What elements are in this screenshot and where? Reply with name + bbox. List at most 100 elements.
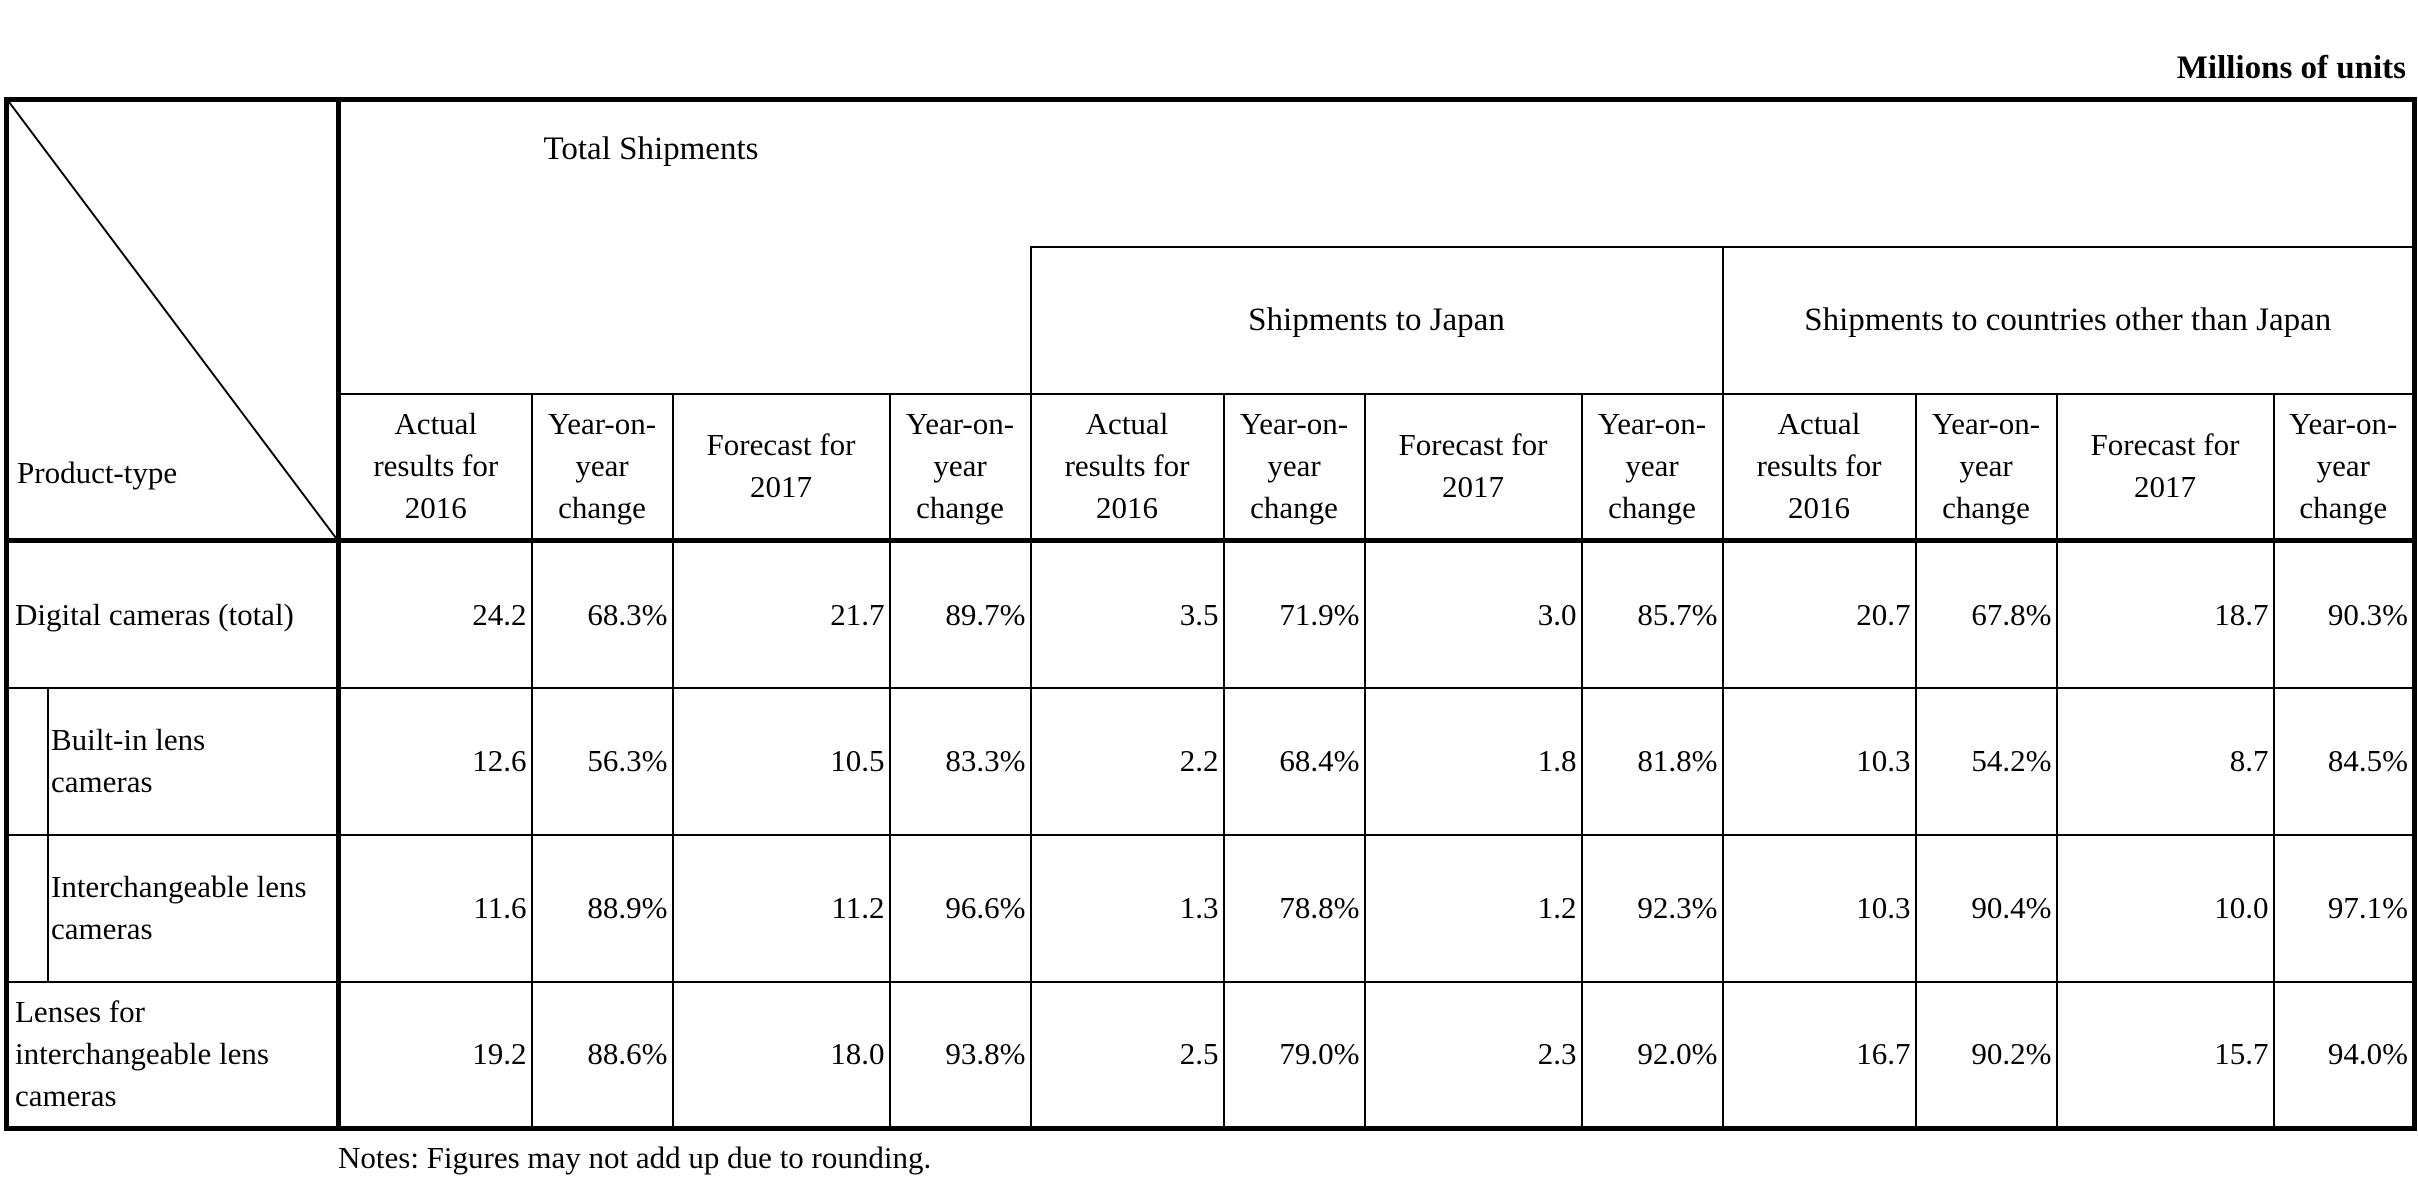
table-cell: 56.3% [530, 686, 674, 836]
japan-band: Shipments to Japan [1029, 245, 1724, 395]
row-label: Digital cameras (total) [5, 539, 341, 689]
col-header-line: year [933, 448, 987, 484]
table-cell: 1.2 [1363, 833, 1583, 983]
table-cell: 85.7% [1580, 539, 1724, 689]
table-cell: 68.4% [1222, 686, 1366, 836]
table-cell: 10.3 [1721, 686, 1917, 836]
col-header-line: 2017 [1442, 469, 1504, 505]
row-label: Built-in lens cameras [5, 686, 341, 836]
table-cell: 83.3% [888, 686, 1032, 836]
col-header-line: change [1942, 490, 2030, 526]
table-cell: 24.2 [337, 539, 533, 689]
table-cell: 96.6% [888, 833, 1032, 983]
col-header-line: change [1608, 490, 1696, 526]
indent-rule [47, 686, 49, 836]
table-cell: 8.7 [2055, 686, 2275, 836]
table-cell: 78.8% [1222, 833, 1366, 983]
table-cell: 90.4% [1914, 833, 2058, 983]
col-header-line: Year-on- [2289, 406, 2398, 442]
row-label-line: cameras [15, 1078, 117, 1114]
col-header-line: results for [1756, 448, 1882, 484]
col-header-line: results for [373, 448, 499, 484]
col-header-line: Year-on- [1597, 406, 1707, 442]
table-cell: 89.7% [888, 539, 1032, 689]
col-header-line: 2016 [1788, 490, 1850, 526]
col-header-line: Forecast for [1398, 427, 1548, 463]
col-header-total-forecast: Forecast for 2017 [671, 392, 891, 543]
col-header-line: Actual [1777, 406, 1861, 442]
table-cell: 10.3 [1721, 833, 1917, 983]
table-cell: 88.6% [530, 980, 674, 1130]
table-cell: 10.0 [2055, 833, 2275, 983]
row-label-line: Lenses for [15, 994, 145, 1030]
table-row: Digital cameras (total) 24.2 68.3% 21.7 89.7… [5, 539, 2416, 689]
col-header-line: year [2316, 448, 2370, 484]
table-row: Lenses for interchangeable lens cameras 19.… [5, 980, 2416, 1130]
table-cell: 18.0 [671, 980, 891, 1130]
table-cell: 3.0 [1363, 539, 1583, 689]
table-cell: 71.9% [1222, 539, 1366, 689]
diagonal-divider [9, 102, 336, 538]
col-header-other-forecast: Forecast for 2017 [2055, 392, 2275, 543]
col-header-line: year [1267, 448, 1321, 484]
table-cell: 90.2% [1914, 980, 2058, 1130]
shipments-table: Product-type Total Shipments Shipments t… [4, 97, 2417, 1131]
col-header-line: year [1959, 448, 2013, 484]
col-header-japan-yoy-forecast: Year-on-year change [1580, 392, 1724, 543]
table-cell: 92.0% [1580, 980, 1724, 1130]
col-header-line: year [575, 448, 629, 484]
corner-header: Product-type [5, 98, 341, 543]
table-cell: 1.3 [1029, 833, 1225, 983]
table-cell: 84.5% [2272, 686, 2416, 836]
table-cell: 90.3% [2272, 539, 2416, 689]
col-header-line: Year-on- [547, 406, 657, 442]
table-cell: 20.7 [1721, 539, 1917, 689]
table-cell: 92.3% [1580, 833, 1724, 983]
table-cell: 21.7 [671, 539, 891, 689]
row-label: Lenses for interchangeable lens cameras [5, 980, 341, 1130]
col-header-line: 2016 [404, 490, 467, 526]
row-label-line: Digital cameras (total) [15, 596, 294, 632]
table-cell: 97.1% [2272, 833, 2416, 983]
col-header-total-actual: Actual results for 2016 [337, 392, 533, 543]
table-body: Digital cameras (total) 24.2 68.3% 21.7 89.7… [5, 539, 2416, 1130]
col-header-line: Actual [394, 406, 478, 442]
table-cell: 1.8 [1363, 686, 1583, 836]
table-cell: 2.2 [1029, 686, 1225, 836]
row-label-line: cameras [51, 911, 153, 946]
row-label-line: Interchangeable lens [51, 869, 307, 904]
table-cell: 12.6 [337, 686, 533, 836]
table-cell: 18.7 [2055, 539, 2275, 689]
row-label-line: interchangeable lens [15, 1036, 269, 1072]
table-cell: 11.2 [671, 833, 891, 983]
col-header-japan-actual: Actual results for 2016 [1029, 392, 1225, 543]
table-cell: 10.5 [671, 686, 891, 836]
col-header-line: change [2299, 490, 2388, 526]
col-header-line: 2017 [750, 469, 812, 505]
col-header-line: change [916, 490, 1004, 526]
row-label-line: cameras [51, 764, 153, 799]
total-shipments-title: Total Shipments [543, 131, 759, 167]
col-header-line: Year-on- [1931, 406, 2041, 442]
table-cell: 68.3% [530, 539, 674, 689]
col-header-line: 2016 [1096, 490, 1158, 526]
column-header-row: Actual results for 2016 Year-on-year change F… [7, 392, 2416, 543]
col-header-line: Forecast for [2090, 427, 2240, 463]
col-header-other-yoy-forecast: Year-on-year change [2272, 392, 2416, 543]
table-cell: 79.0% [1222, 980, 1366, 1130]
col-header-line: Forecast for [706, 427, 856, 463]
product-type-label: Product-type [17, 455, 178, 490]
col-header-line: 2017 [2134, 469, 2196, 505]
other-countries-band: Shipments to countries other than Japan [1721, 245, 2416, 395]
col-header-total-yoy-forecast: Year-on-year change [888, 392, 1032, 543]
col-header-line: year [1625, 448, 1679, 484]
col-header-japan-forecast: Forecast for 2017 [1363, 392, 1583, 543]
col-header-japan-yoy: Year-on-year change [1222, 392, 1366, 543]
table-cell: 54.2% [1914, 686, 2058, 836]
unit-label: Millions of units [2176, 50, 2406, 86]
table-cell: 67.8% [1914, 539, 2058, 689]
table-row: Built-in lens cameras 12.6 56.3% 10.5 83.3% 2.… [5, 686, 2416, 836]
total-spacer [337, 246, 1032, 395]
table-cell: 3.5 [1029, 539, 1225, 689]
table-cell: 16.7 [1721, 980, 1917, 1130]
